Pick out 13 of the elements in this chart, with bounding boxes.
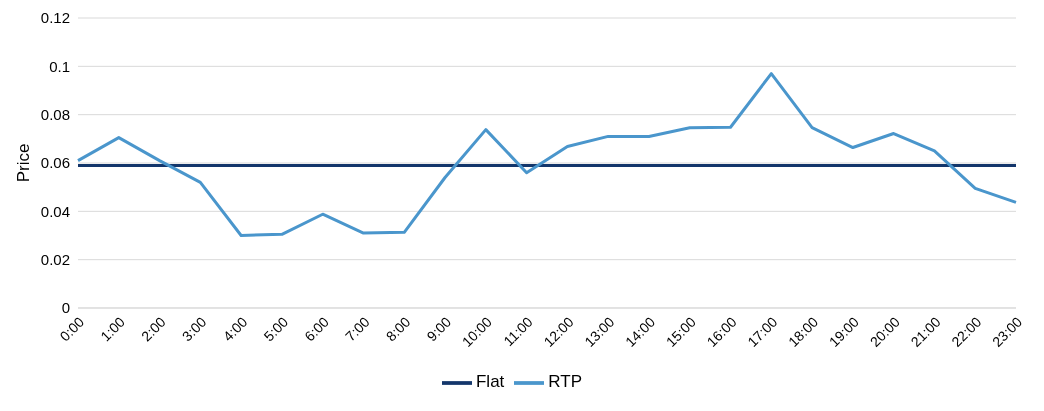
y-tick-label: 0.06 <box>40 154 70 172</box>
legend-label: Flat <box>475 372 505 392</box>
y-tick-label: 0.02 <box>40 250 70 268</box>
x-tick-label: 7:00 <box>342 313 373 345</box>
line-series <box>76 72 1018 237</box>
x-tick-label: 6:00 <box>301 313 332 345</box>
y-tick-label: 0.1 <box>49 57 70 75</box>
y-tick-label: 0.12 <box>40 9 70 27</box>
legend-label: RTP <box>548 372 583 392</box>
y-tick-label: 0.04 <box>40 202 70 220</box>
y-tick-label: 0.08 <box>40 105 70 123</box>
y-axis-title: Price <box>14 143 34 183</box>
y-tick-label: 0 <box>61 299 70 317</box>
